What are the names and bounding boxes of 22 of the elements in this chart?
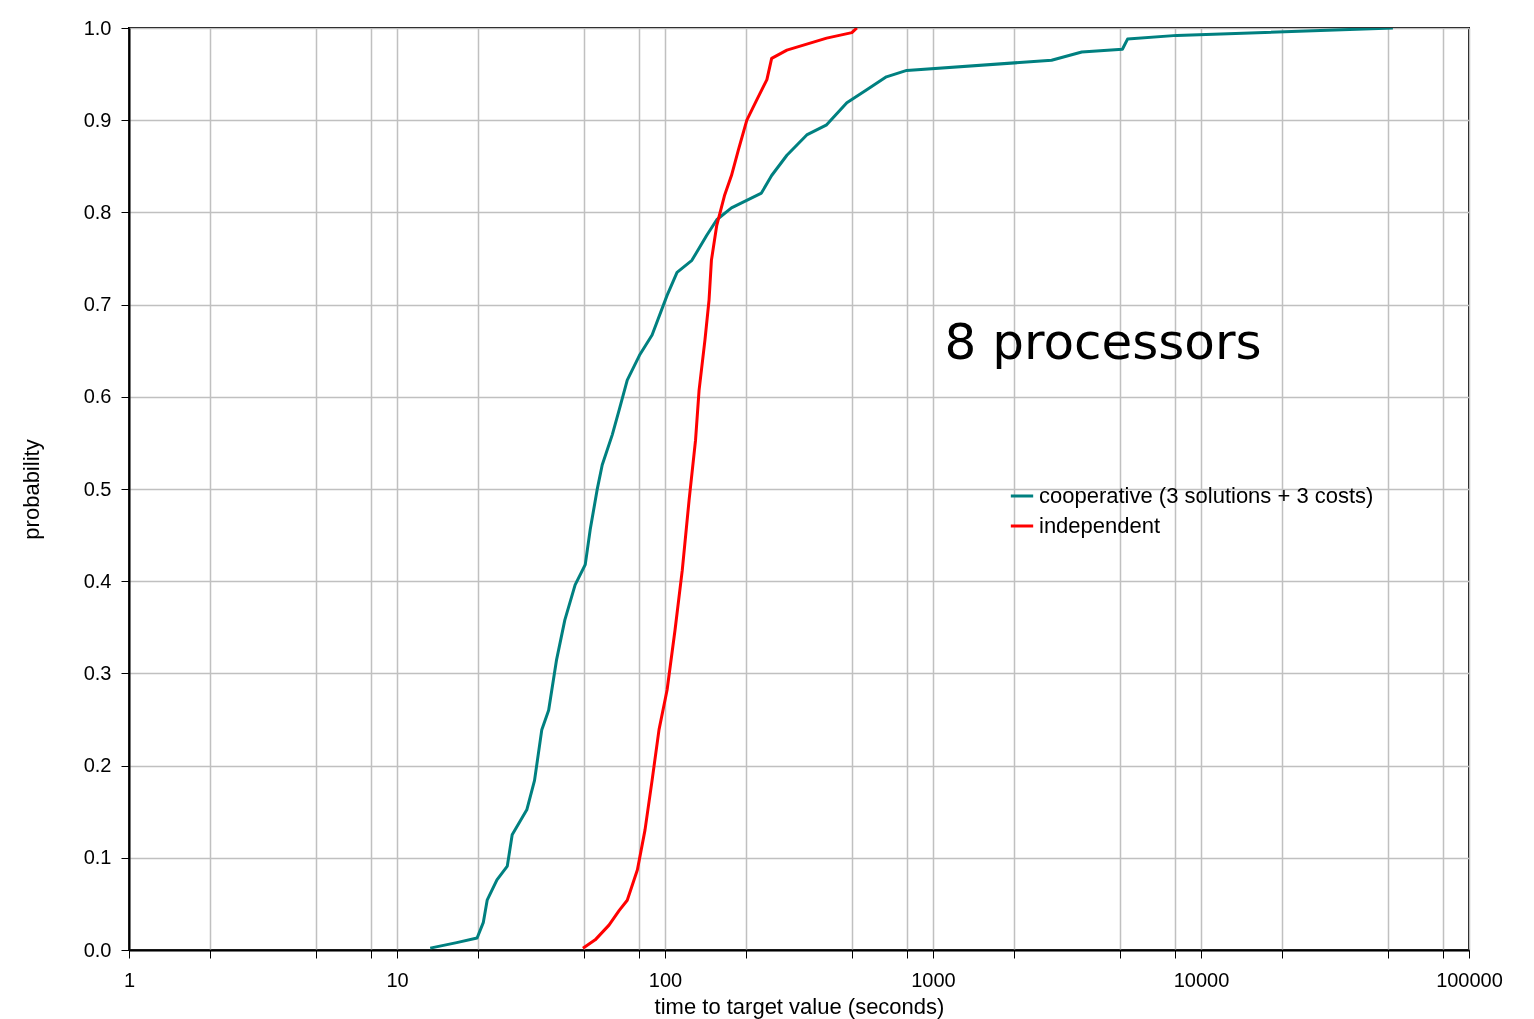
y-tick-label: 0.4 [83,569,112,592]
x-tick-label: 10000 [1173,968,1230,991]
annotation: 8 processors [944,313,1262,371]
y-tick-label: 0.2 [83,754,112,777]
x-axis-title: time to target value (seconds) [654,993,945,1019]
legend-label: cooperative (3 solutions + 3 costs) [1039,483,1374,508]
x-tick-label: 100000 [1436,968,1503,991]
legend-label: independent [1039,513,1161,538]
y-axis-title: probability [18,439,44,540]
y-tick-label: 1.0 [83,16,112,39]
y-tick-label: 0.8 [83,200,112,223]
y-tick-label: 0.1 [83,846,112,869]
y-tick-label: 0.6 [83,385,112,408]
x-tick-label: 1 [123,968,136,991]
y-tick-label: 0.7 [83,293,112,316]
x-tick-label: 100 [648,968,683,991]
y-tick-label: 0.3 [83,661,112,684]
x-tick-label: 10 [386,968,409,991]
y-tick-label: 0.5 [83,477,112,500]
x-tick-label: 1000 [911,968,956,991]
y-tick-label: 0.0 [83,938,112,961]
y-tick-label: 0.9 [83,108,112,131]
